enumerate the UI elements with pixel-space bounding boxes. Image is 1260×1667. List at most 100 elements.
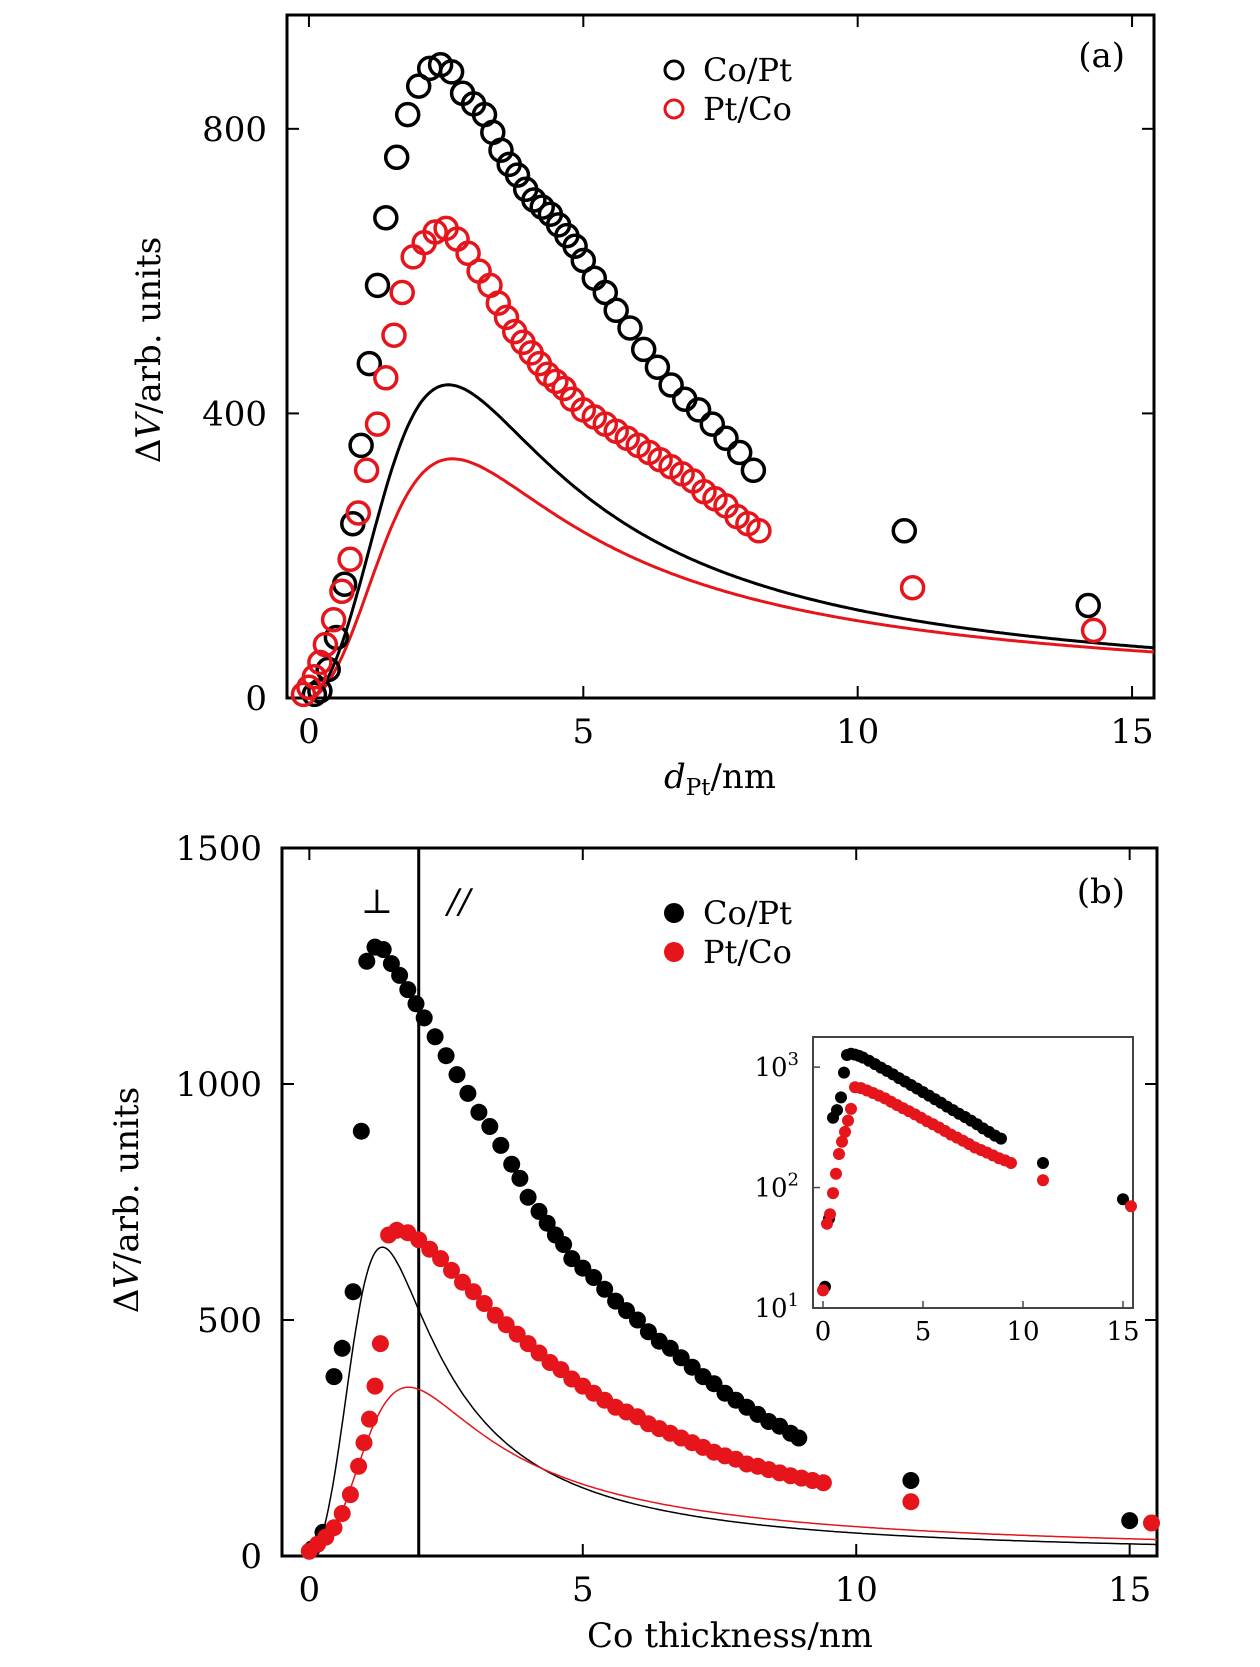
data-point [329, 578, 355, 605]
inset-ticks [813, 1066, 1124, 1309]
panel-b-annotation-parallel: // [445, 882, 474, 922]
data-point [814, 1474, 832, 1492]
x-tick-label: 5 [572, 712, 594, 752]
inset-data-point [1037, 1157, 1049, 1169]
data-point [399, 981, 417, 999]
data-point [345, 500, 372, 526]
data-point [493, 304, 520, 331]
data-point [562, 233, 588, 259]
data-point [333, 1339, 351, 1357]
fit-line [309, 1246, 1157, 1557]
data-point [485, 290, 512, 316]
data-point [685, 397, 712, 423]
data-point [497, 1316, 515, 1334]
panel-a-xlabel: dPt/nm [664, 757, 776, 801]
data-point [521, 187, 547, 213]
data-point [629, 1311, 646, 1329]
inset-data-point [835, 1091, 847, 1104]
data-point [361, 1410, 378, 1428]
data-point [481, 1118, 499, 1135]
data-point [437, 1047, 455, 1065]
data-point [415, 1009, 433, 1027]
data-point [353, 457, 380, 484]
data-point [443, 1261, 460, 1279]
data-point [312, 631, 339, 658]
inset-log-plot: 0 5 10 15 101 102 103 [754, 1036, 1140, 1347]
inset-x-tick-label: 0 [815, 1317, 832, 1347]
data-point [374, 941, 392, 958]
data-point [290, 681, 317, 708]
panel-a-fit-lines [308, 383, 1155, 700]
data-point [713, 425, 739, 452]
data-point [341, 1486, 359, 1504]
inset-data-point [824, 1208, 836, 1221]
inset-frame [812, 1036, 1134, 1309]
data-point [371, 1335, 389, 1353]
data-point [630, 336, 657, 363]
y-tick-label: 1000 [175, 1065, 262, 1105]
panel-b-ylabel: ΔV/arb. units [107, 1087, 147, 1313]
data-point [364, 272, 391, 299]
data-point [530, 1344, 548, 1362]
panel-a-ylabel: ΔV/arb. units [129, 237, 169, 463]
inset-data-point [1125, 1200, 1137, 1213]
data-point [596, 1280, 614, 1298]
panel-a-legend-marker-copt [663, 59, 685, 81]
panel-b-label: (b) [1077, 872, 1125, 912]
data-point [382, 955, 400, 973]
x-tick-label: 10 [836, 712, 879, 752]
y-tick-label: 1500 [175, 829, 262, 869]
inset-data-point [839, 1125, 851, 1138]
inset-data-point [1117, 1193, 1129, 1206]
panel-b-xlabel: Co thickness/nm [587, 1616, 873, 1656]
y-tick-label: 0 [240, 1537, 262, 1577]
data-point [333, 1505, 351, 1522]
inset-points [817, 1047, 1137, 1297]
data-point [902, 1472, 920, 1489]
inset-tick-labels: 0 5 10 15 101 102 103 [754, 1049, 1139, 1347]
data-point [391, 966, 409, 984]
panel-a-points [290, 52, 1107, 708]
data-point [1143, 1514, 1160, 1532]
panel-b-legend-marker-copt [664, 903, 684, 923]
fit-line [308, 383, 1155, 700]
data-point [389, 279, 415, 306]
data-point [344, 1283, 362, 1301]
panel-a-frame [285, 13, 1156, 700]
data-point [529, 194, 555, 220]
data-point [315, 656, 341, 683]
data-point [364, 411, 391, 437]
data-point [519, 1188, 537, 1206]
inset-x-tick-label: 15 [1106, 1317, 1139, 1347]
data-point [902, 1493, 920, 1511]
panel-b-legend: Co/Pt Pt/Co [664, 894, 792, 971]
inset-data-point [838, 1066, 850, 1079]
data-point [790, 1429, 808, 1447]
x-tick-label: 10 [835, 1570, 878, 1610]
panel-b-fit-lines [309, 1246, 1157, 1557]
data-point [301, 663, 328, 690]
data-point [448, 1066, 466, 1084]
data-point [603, 297, 629, 324]
inset-data-point [831, 1104, 843, 1117]
panel-a-ticks [287, 15, 1154, 699]
x-tick-label: 5 [572, 1570, 594, 1610]
data-point [899, 574, 926, 601]
data-point [400, 244, 426, 270]
data-point [1075, 592, 1101, 619]
x-tick-label: 0 [298, 712, 320, 752]
data-point [492, 1136, 510, 1154]
data-point [422, 219, 448, 245]
data-point [1080, 617, 1107, 644]
data-point [356, 350, 383, 377]
data-point [426, 1028, 444, 1046]
data-point [459, 1084, 477, 1102]
data-point [307, 678, 333, 704]
panel-a: 0 5 10 15 0 400 800 (a) Co/Pt Pt/Co dPt/nm ΔV/… [129, 13, 1156, 801]
data-point [464, 1283, 482, 1301]
data-point [740, 457, 767, 484]
data-point [592, 279, 619, 306]
panel-b-legend-label-ptco: Pt/Co [703, 933, 792, 971]
panel-b-ticks [282, 847, 1157, 1557]
